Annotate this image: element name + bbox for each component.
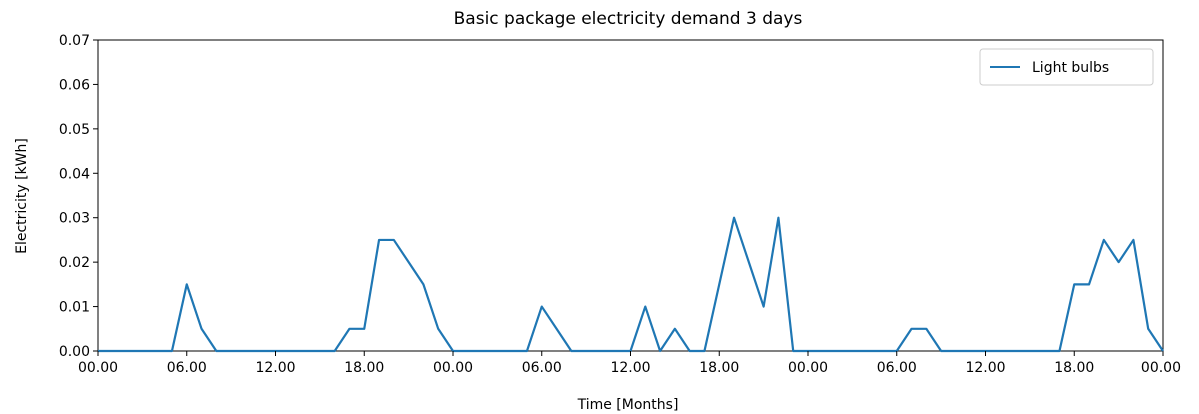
legend-label-light-bulbs: Light bulbs [1032, 60, 1109, 76]
x-tick-label: 00.00 [1141, 360, 1181, 376]
x-tick-label: 06.00 [522, 360, 562, 376]
x-tick-label: 12.00 [965, 360, 1005, 376]
x-tick-label: 18.00 [1054, 360, 1094, 376]
series-layer [98, 216, 1164, 353]
plot-frame [97, 39, 1164, 352]
x-axis-label: Time [Months] [577, 397, 679, 413]
y-tick-label: 0.04 [59, 166, 90, 182]
y-axis-label: Electricity [kWh] [14, 138, 30, 254]
y-tick-label: 0.07 [59, 33, 90, 49]
x-tick-label: 06.00 [167, 360, 207, 376]
legend-box [979, 48, 1154, 86]
y-tick-label: 0.02 [59, 255, 90, 271]
x-tick-label: 00.00 [78, 360, 118, 376]
legend: Light bulbs [979, 48, 1154, 86]
x-tick-label: 18.00 [344, 360, 384, 376]
x-tick-label: 00.00 [788, 360, 828, 376]
y-axis: 0.00 0.01 0.02 0.03 0.04 0.05 0.06 0.07 [59, 33, 98, 360]
y-tick-label: 0.05 [59, 122, 90, 138]
series-line-light-bulbs [98, 216, 1164, 353]
x-tick-label: 00.00 [433, 360, 473, 376]
y-tick-label: 0.03 [59, 211, 90, 227]
y-tick-label: 0.00 [59, 344, 90, 360]
x-axis: 00.00 06.00 12.00 18.00 00.00 06.00 12.00 18.00… [78, 351, 1181, 376]
x-tick-label: 18.00 [699, 360, 739, 376]
y-tick-label: 0.06 [59, 77, 90, 93]
x-tick-label: 06.00 [877, 360, 917, 376]
chart-title: Basic package electricity demand 3 days [454, 9, 803, 29]
x-tick-label: 12.00 [610, 360, 650, 376]
plot-area [97, 39, 1164, 352]
x-tick-label: 12.00 [255, 360, 295, 376]
y-tick-label: 0.01 [59, 300, 90, 316]
